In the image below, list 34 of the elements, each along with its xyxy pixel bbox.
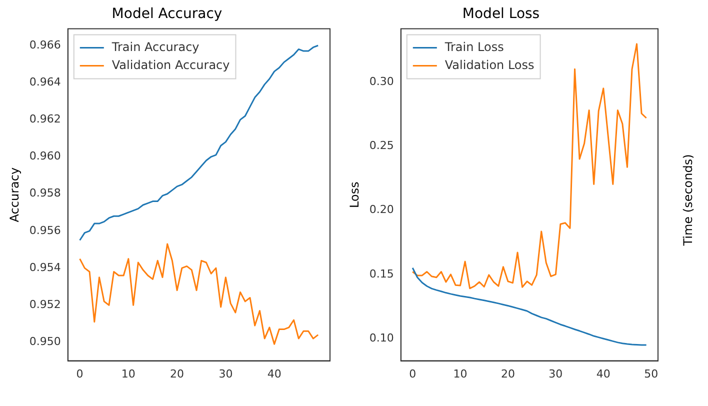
y-tick-label: 0.952 — [29, 298, 61, 312]
legend-label: Train Loss — [444, 40, 504, 54]
x-tick-label: 0 — [409, 367, 416, 380]
x-tick-label: 20 — [170, 367, 184, 380]
y-axis-title: Loss — [347, 182, 362, 208]
y-tick-label: 0.958 — [29, 186, 61, 200]
y-tick-label: 0.962 — [29, 112, 61, 126]
x-tick-label: 40 — [596, 367, 610, 380]
x-tick-label: 30 — [218, 367, 233, 380]
y-axis-title: Accuracy — [7, 167, 22, 222]
y-tick-label: 0.956 — [29, 224, 61, 237]
y-tick-label: 0.960 — [29, 150, 61, 163]
y-tick-label: 0.966 — [29, 38, 61, 52]
chart-title: Model Accuracy — [112, 6, 222, 22]
y-tick-label: 0.30 — [369, 74, 394, 88]
x-tick-label: 30 — [548, 367, 563, 380]
y-tick-label: 0.10 — [369, 331, 394, 344]
legend-label: Train Accuracy — [110, 40, 200, 54]
text: Time (seconds) — [681, 154, 695, 246]
legend-label: Validation Accuracy — [112, 58, 230, 72]
x-tick-label: 10 — [453, 367, 468, 380]
x-tick-label: 20 — [500, 367, 515, 380]
y-tick-label: 0.964 — [29, 75, 61, 88]
legend-label: Validation Loss — [444, 58, 534, 72]
y-tick-label: 0.950 — [29, 335, 61, 348]
chart-title: Model Loss — [462, 6, 540, 22]
x-tick-label: 40 — [267, 367, 282, 380]
x-tick-label: 50 — [644, 367, 658, 380]
y-tick-label: 0.25 — [369, 138, 394, 152]
y-tick-label: 0.954 — [29, 260, 61, 274]
x-tick-label: 0 — [76, 367, 84, 380]
x-tick-label: 10 — [121, 367, 136, 380]
y-tick-label: 0.20 — [369, 203, 394, 216]
y-tick-label: 0.15 — [369, 267, 394, 280]
